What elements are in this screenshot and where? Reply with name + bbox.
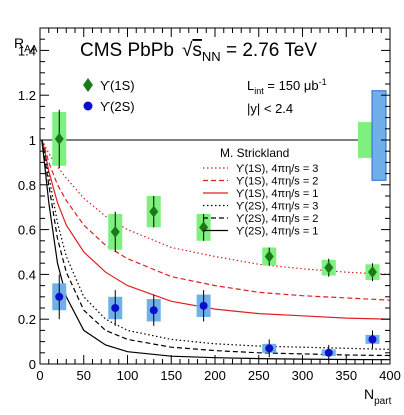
x-tick-label: 50	[77, 368, 91, 383]
theory-legend-label-1: ϒ(1S), 4πη/s = 3	[236, 163, 318, 175]
y-tick-label: 0.8	[18, 178, 36, 193]
point-2s-6	[324, 348, 333, 357]
theory-legend-label-5: ϒ(2S), 4πη/s = 2	[236, 213, 318, 225]
legend-1s-marker	[83, 78, 93, 92]
theory-curve-6	[41, 139, 391, 361]
y-tick-label: 1.4	[18, 43, 36, 58]
point-2s-7	[368, 335, 377, 344]
point-1s-3	[149, 205, 159, 218]
point-1s-6	[324, 261, 334, 274]
theory-legend-title: M. Strickland	[220, 146, 289, 160]
data-points	[54, 109, 377, 361]
data-legend: ϒ(1S) ϒ(2S)	[83, 78, 135, 114]
systematic-boxes	[52, 90, 387, 357]
x-tick-label: 400	[379, 368, 401, 383]
y-tick-label: 0.4	[18, 267, 36, 282]
point-2s-1	[55, 292, 64, 301]
x-axis-title: Npart	[364, 386, 392, 407]
theory-legend-label-6: ϒ(2S), 4πη/s = 1	[236, 226, 318, 238]
theory-legend: M. Strickland ϒ(1S), 4πη/s = 3ϒ(1S), 4πη…	[203, 146, 318, 238]
y-axis-title: RAA	[14, 35, 38, 55]
global-syst-box-2	[372, 90, 386, 181]
theory-curves	[40, 139, 391, 361]
point-2s-5	[265, 344, 274, 353]
chart-title: CMS PbPb √sNN = 2.76 TeV	[80, 40, 317, 64]
axes: 0 50 100 150 200 250 300 350 400 0 0.2 0.4 0.6 0.8 1 1.…	[18, 27, 401, 383]
theory-curve-2	[41, 139, 391, 301]
global-syst-box-1	[358, 122, 372, 158]
legend-2s-marker	[83, 101, 93, 111]
y-tick-label: 1	[29, 133, 36, 148]
x-tick-label: 350	[335, 368, 357, 383]
point-1s-1	[54, 132, 64, 145]
theory-curve-1	[41, 139, 391, 275]
y-tick-label: 0	[29, 357, 36, 372]
x-tick-label: 250	[248, 368, 270, 383]
x-tick-label: 300	[292, 368, 314, 383]
x-tick-label: 200	[204, 368, 226, 383]
legend-2s-label: ϒ(2S)	[100, 99, 135, 114]
y-tick-label: 1.2	[18, 88, 36, 103]
point-1s-2	[110, 225, 120, 238]
point-2s-2	[111, 304, 120, 312]
theory-legend-label-4: ϒ(2S), 4πη/s = 3	[236, 201, 318, 213]
legend-1s-label: ϒ(1S)	[100, 78, 135, 93]
x-tick-label: 150	[160, 368, 182, 383]
plot-frame	[39, 27, 391, 365]
y-tick-label: 0.6	[18, 223, 36, 238]
x-tick-label: 0	[36, 368, 43, 383]
theory-legend-label-2: ϒ(1S), 4πη/s = 2	[236, 176, 318, 188]
lumi-annotation: Lint = 150 μb-1	[247, 77, 327, 96]
theory-curve-5	[41, 139, 391, 357]
point-2s-3	[149, 306, 158, 315]
x-tick-label: 100	[117, 368, 139, 383]
point-2s-4	[199, 301, 208, 310]
rapidity-annotation: |y| < 2.4	[247, 101, 293, 116]
global-syst-box-outline	[371, 90, 387, 181]
point-1s-5	[264, 250, 274, 263]
y-tick-label: 0.2	[18, 312, 36, 327]
theory-curve-3	[41, 139, 391, 320]
theory-curve-4	[41, 139, 391, 350]
theory-legend-label-3: ϒ(1S), 4πη/s = 1	[236, 188, 318, 200]
point-1s-7	[368, 266, 377, 279]
